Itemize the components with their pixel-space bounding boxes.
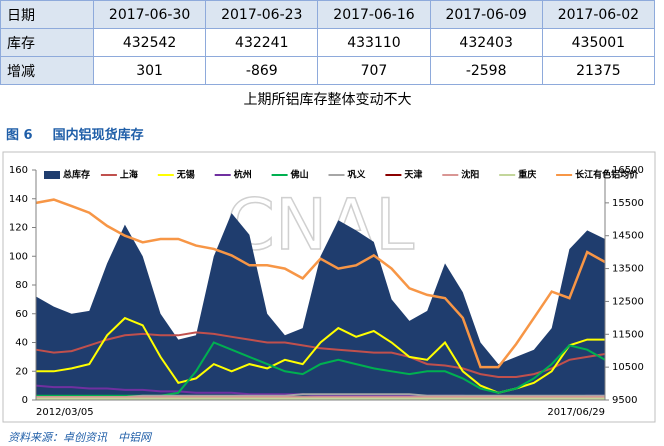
table-cell: 2017-06-02	[541, 0, 656, 29]
table-cell: 2017-06-16	[317, 0, 431, 29]
y-tick-label: 100	[9, 251, 28, 262]
y-tick-label: 140	[9, 194, 28, 205]
legend-label: 沈阳	[461, 169, 479, 181]
figure-name: 国内铝现货库存	[52, 128, 144, 143]
legend-label: 天津	[404, 169, 422, 181]
line	[35, 331, 606, 378]
y-tick-label: 0	[22, 395, 28, 406]
table-cell: -2598	[429, 56, 543, 85]
table-cell: 21375	[541, 56, 656, 85]
table-cell: 432241	[205, 28, 319, 57]
y-tick-label: 20	[15, 366, 28, 377]
y-tick-label: 60	[15, 309, 28, 320]
table-cell: 2017-06-09	[429, 0, 543, 29]
stock-table: 日期 2017-06-30 2017-06-23 2017-06-16 2017-06-…	[0, 0, 656, 85]
legend-label: 巩义	[348, 169, 367, 181]
table-cell: 301	[92, 56, 207, 85]
table-cell: 库存	[0, 28, 94, 57]
y2-tick-label: 16500	[612, 165, 644, 176]
y2-tick-label: 10500	[612, 362, 644, 373]
table-cell: 2017-06-30	[92, 0, 207, 29]
chart-frame	[2, 151, 656, 423]
y-tick-label: 40	[15, 338, 28, 349]
y2-tick-label: 9500	[612, 395, 637, 406]
table-cell: 433110	[317, 28, 431, 57]
legend-label: 杭州	[234, 169, 252, 181]
table-cell: 432403	[429, 28, 543, 57]
area	[36, 213, 605, 400]
source: 资料来源：卓创资讯 中铝网	[8, 431, 151, 444]
table-cell: 435001	[541, 28, 656, 57]
y2-tick-label: 15500	[612, 198, 644, 209]
legend-label: 长江有色铝均价	[575, 169, 639, 181]
x-tick-label: 2017/06/29	[547, 407, 605, 418]
x-tick-label: 2012/03/05	[36, 407, 94, 418]
figure-title: 图 6 国内铝现货库存	[6, 124, 144, 143]
table-cell: 432542	[92, 28, 207, 57]
chart: CNAL 0 20 40 60 80 100 120 140 160 9500 10500 11500…	[2, 151, 656, 423]
watermark: CNAL	[226, 184, 414, 266]
legend-swatch	[44, 171, 60, 179]
legend-label: 无锡	[176, 169, 195, 181]
legend-label: 上海	[120, 169, 138, 181]
line	[35, 198, 606, 369]
y-tick-label: 80	[15, 280, 28, 291]
y-tick-label: 160	[9, 165, 28, 176]
y2-tick-label: 13500	[612, 264, 644, 275]
caption: 上期所铝库存整体变动不大	[243, 92, 412, 108]
y2-tick-label: 11500	[612, 329, 644, 340]
table-cell: -869	[205, 56, 319, 85]
table-cell: 707	[317, 56, 431, 85]
y-tick-label: 120	[9, 223, 28, 234]
table-cell: 2017-06-23	[205, 0, 319, 29]
y2-tick-label: 14500	[612, 231, 644, 242]
table-cell: 增减	[0, 56, 94, 85]
legend-label: 重庆	[518, 169, 536, 181]
table-row: 日期 2017-06-30 2017-06-23 2017-06-16 2017-06-…	[0, 0, 656, 29]
table-cell: 日期	[0, 0, 94, 29]
legend-label: 总库存	[63, 169, 90, 181]
table-row: 库存 432542 432241 433110 432403 435001	[0, 28, 656, 57]
legend-label: 佛山	[290, 169, 309, 181]
figure-number: 图 6	[6, 128, 33, 143]
y2-tick-label: 12500	[612, 296, 644, 307]
table-row: 增减 301 -869 707 -2598 21375	[0, 56, 656, 85]
